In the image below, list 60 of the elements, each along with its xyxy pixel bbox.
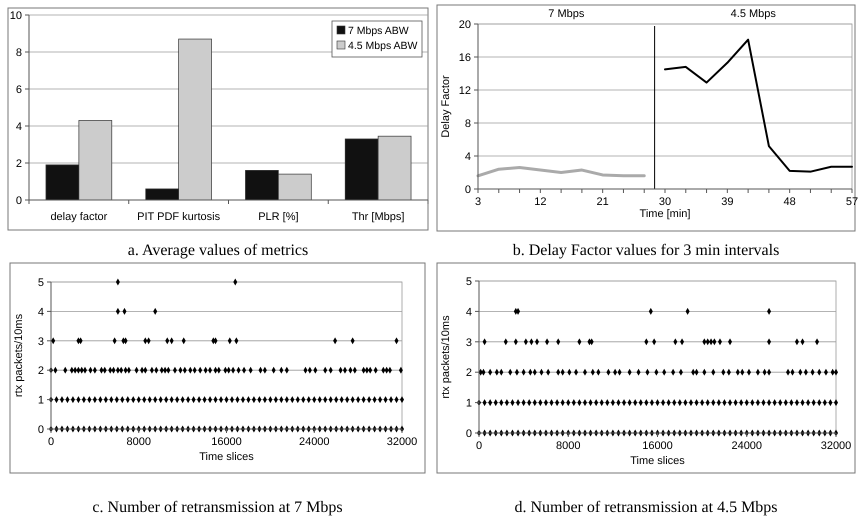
y-tick-label: 2 xyxy=(466,367,472,380)
y-tick-label: 16 xyxy=(458,52,471,64)
x-tick-label: 39 xyxy=(721,196,734,208)
y-tick-label: 2 xyxy=(38,365,44,378)
y-tick-label: 4 xyxy=(16,121,22,133)
legend-label: 4.5 Mbps ABW xyxy=(348,40,418,52)
y-tick-label: 1 xyxy=(38,394,44,407)
y-tick-label: 0 xyxy=(466,428,472,440)
y-axis-title: Delay Factor xyxy=(440,74,452,138)
text: d. Number of retransmission at 4.5 Mbps xyxy=(514,499,778,516)
y-tick-label: 0 xyxy=(464,184,471,196)
x-tick-label: Thr [Mbps] xyxy=(352,211,404,223)
x-tick-label: delay factor xyxy=(50,211,108,223)
y-tick-label: 3 xyxy=(466,336,472,349)
text: c. Number of retransmission at 7 Mbps xyxy=(92,499,343,516)
x-tick-label: 32000 xyxy=(820,440,852,452)
text: b. Delay Factor values for 3 min intervals xyxy=(512,242,780,259)
x-tick-label: 16000 xyxy=(211,436,242,448)
y-axis-title: rtx packets/10ms xyxy=(440,314,452,399)
y-tick-label: 0 xyxy=(38,424,44,436)
x-tick-label: 24000 xyxy=(731,440,762,452)
x-tick-label: 32000 xyxy=(386,436,418,448)
y-tick-label: 4 xyxy=(464,151,471,163)
y-tick-label: 20 xyxy=(458,19,471,31)
x-tick-label: 12 xyxy=(534,196,546,208)
x-tick-label: PLR [%] xyxy=(258,211,299,223)
x-tick-label: 57 xyxy=(846,196,858,208)
x-tick-label: 16000 xyxy=(642,440,673,452)
text: a. Average values of metrics xyxy=(128,242,308,259)
x-tick-label: 24000 xyxy=(298,436,330,448)
legend-label: 7 Mbps ABW xyxy=(348,25,409,37)
y-tick-label: 4 xyxy=(466,306,472,318)
y-tick-label: 3 xyxy=(38,336,44,348)
y-tick-label: 4 xyxy=(38,306,44,318)
x-axis-title: Time slices xyxy=(199,451,254,463)
y-tick-label: 8 xyxy=(464,118,471,130)
line-series xyxy=(476,166,646,178)
line-series xyxy=(664,38,853,173)
text: 4.5 Mbps xyxy=(730,8,776,20)
y-tick-label: 5 xyxy=(466,276,472,288)
x-tick-label: 0 xyxy=(476,440,482,452)
y-tick-label: 1 xyxy=(466,398,472,410)
x-axis-title: Time slices xyxy=(630,455,686,467)
text: 7 Mbps xyxy=(548,8,585,20)
y-tick-label: 2 xyxy=(16,158,22,170)
x-tick-label: 8000 xyxy=(126,436,151,448)
x-tick-label: 21 xyxy=(596,196,609,208)
x-tick-label: 0 xyxy=(48,436,54,448)
y-tick-label: 10 xyxy=(10,10,22,22)
y-tick-label: 6 xyxy=(16,84,22,96)
y-tick-label: 12 xyxy=(458,85,471,97)
x-tick-label: PIT PDF kurtosis xyxy=(137,211,221,223)
y-axis-title: rtx packets/10ms xyxy=(13,313,25,398)
y-tick-label: 5 xyxy=(38,277,44,289)
x-tick-label: 3 xyxy=(474,196,482,208)
x-axis-title: Time [min] xyxy=(640,208,690,220)
x-tick-label: 30 xyxy=(658,196,672,208)
x-tick-label: 48 xyxy=(784,196,796,208)
y-tick-label: 8 xyxy=(16,47,22,59)
x-tick-label: 8000 xyxy=(556,440,580,452)
